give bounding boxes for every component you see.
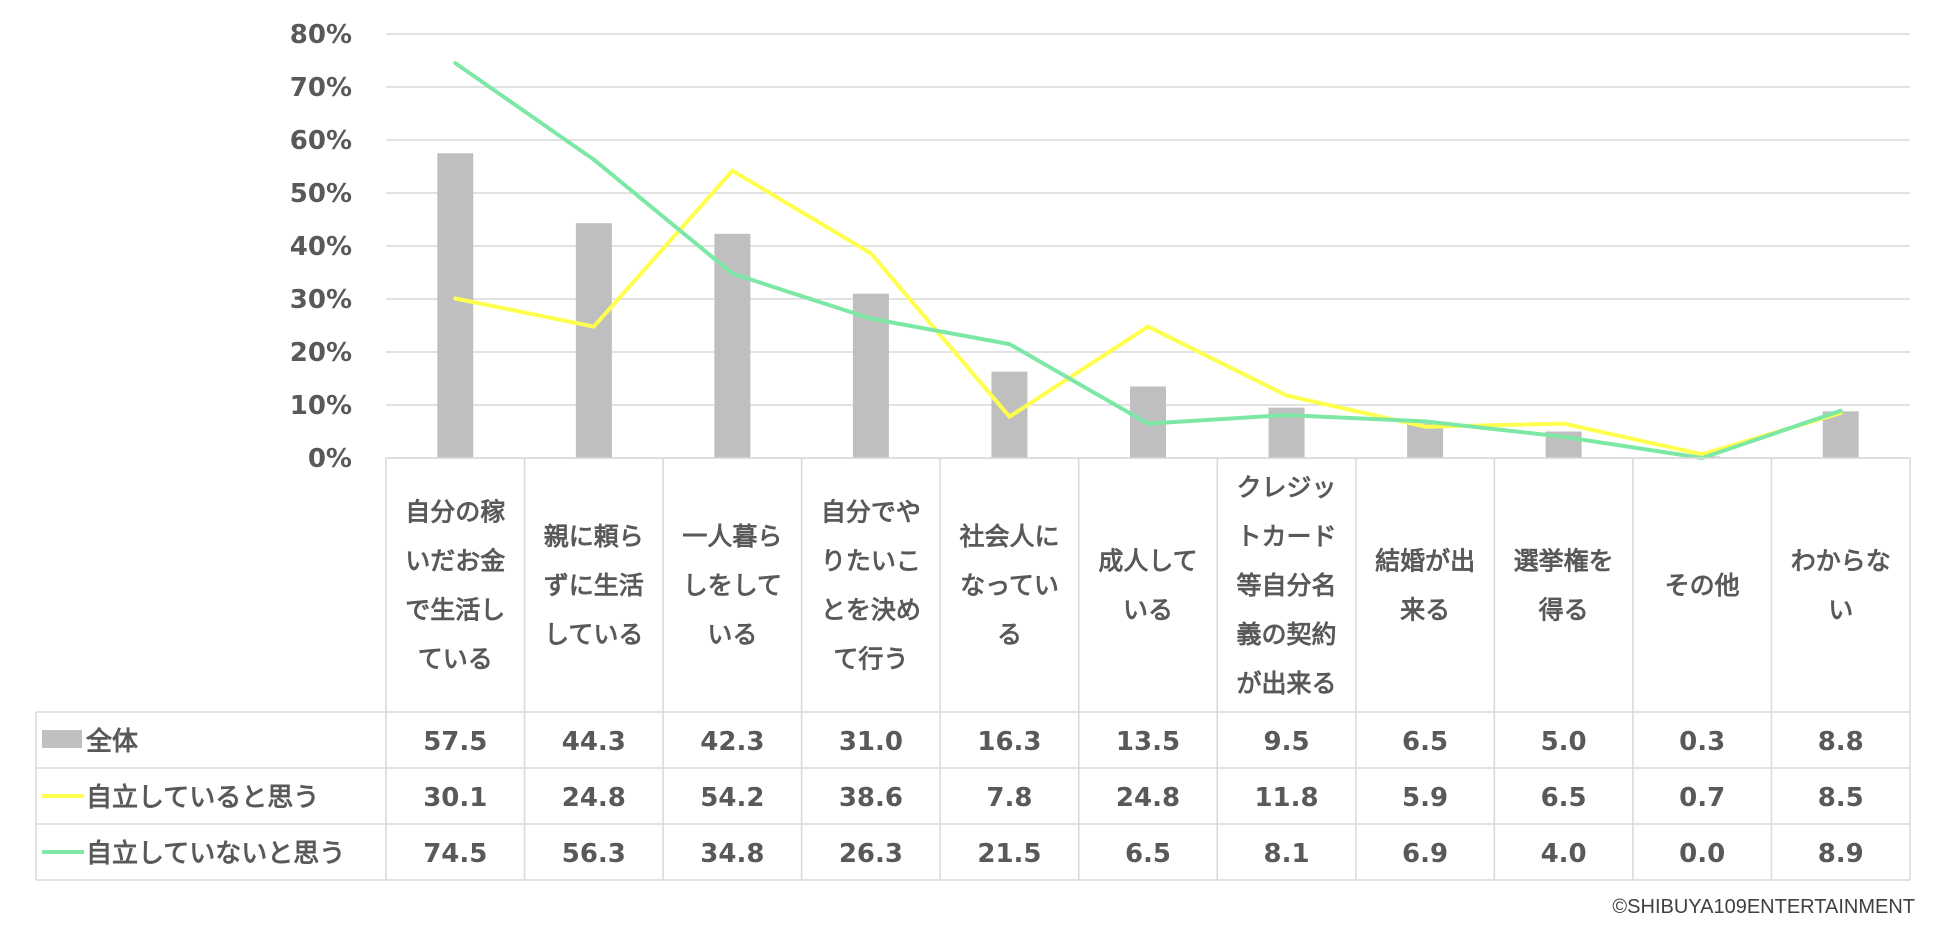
x-tick-label: その他 <box>1665 571 1740 600</box>
data-label: 21.5 <box>977 839 1041 869</box>
data-label: 57.5 <box>423 727 487 757</box>
data-label: 0.7 <box>1679 783 1725 813</box>
y-tick-label: 60% <box>290 126 352 156</box>
data-label: 9.5 <box>1264 727 1310 757</box>
copyright-text: ©SHIBUYA109ENTERTAINMENT <box>1612 896 1915 918</box>
data-label: 74.5 <box>423 839 487 869</box>
data-label: 34.8 <box>700 839 764 869</box>
data-label: 38.6 <box>839 783 903 813</box>
data-label: 6.5 <box>1402 727 1448 757</box>
data-label: 7.8 <box>986 783 1032 813</box>
bar <box>1822 411 1859 458</box>
data-label: 8.8 <box>1818 727 1864 757</box>
data-table: 自分の稼いだお金で生活している親に頼らずに生活している一人暮らしをしている自分で… <box>35 457 1911 881</box>
x-tick-label: 自分の稼いだお金で生活している <box>405 498 506 674</box>
legend-series-name: 自立していると思う <box>86 782 319 813</box>
data-label: 26.3 <box>839 839 903 869</box>
y-tick-label: 50% <box>290 179 352 209</box>
bar <box>714 233 751 458</box>
x-tick-label: 成人している <box>1098 547 1197 625</box>
data-label: 4.0 <box>1541 839 1587 869</box>
data-label: 6.5 <box>1541 783 1587 813</box>
bar <box>1407 423 1444 458</box>
data-label: 6.5 <box>1125 839 1171 869</box>
data-label: 5.0 <box>1541 727 1587 757</box>
x-tick-label: クレジットカード等自分名義の契約が出来る <box>1237 473 1337 698</box>
data-label: 56.3 <box>562 839 626 869</box>
data-label: 5.9 <box>1402 783 1448 813</box>
data-label: 8.5 <box>1818 783 1864 813</box>
x-tick-label: 社会人になっている <box>959 522 1059 649</box>
data-label: 0.0 <box>1679 839 1725 869</box>
data-label: 8.9 <box>1818 839 1864 869</box>
x-tick-label: 親に頼らずに生活している <box>544 522 644 649</box>
bar <box>575 223 612 458</box>
legend-key-bar <box>42 730 82 748</box>
legend-series-name: 全体 <box>85 726 139 757</box>
y-tick-label: 30% <box>290 285 352 315</box>
data-label: 8.1 <box>1264 839 1310 869</box>
y-tick-label: 80% <box>290 20 352 50</box>
data-label: 30.1 <box>423 783 487 813</box>
data-label: 6.9 <box>1402 839 1448 869</box>
data-label: 24.8 <box>562 783 626 813</box>
y-tick-label: 10% <box>290 391 352 421</box>
legend-series-name: 自立していないと思う <box>86 838 345 869</box>
x-tick-label: 自分でやりたいことを決めて行う <box>821 498 921 674</box>
data-label: 0.3 <box>1679 727 1725 757</box>
bar <box>437 153 474 458</box>
data-label: 31.0 <box>839 727 903 757</box>
data-label: 42.3 <box>700 727 764 757</box>
gridlines <box>386 33 1910 459</box>
series-line-1 <box>453 168 1843 457</box>
data-label: 16.3 <box>977 727 1041 757</box>
x-tick-label: わからない <box>1791 547 1891 625</box>
data-label: 44.3 <box>562 727 626 757</box>
data-label: 54.2 <box>700 783 764 813</box>
y-tick-label: 20% <box>290 338 352 368</box>
x-tick-label: 選挙権を得る <box>1514 547 1614 625</box>
data-label: 11.8 <box>1254 783 1318 813</box>
data-label: 13.5 <box>1116 727 1180 757</box>
y-tick-label: 40% <box>290 232 352 262</box>
x-tick-label: 結婚が出来る <box>1375 547 1475 625</box>
series-line-2 <box>453 61 1843 460</box>
y-tick-label: 0% <box>308 444 352 474</box>
y-tick-label: 70% <box>290 73 352 103</box>
x-tick-label: 一人暮らしをしている <box>682 522 782 649</box>
data-label: 24.8 <box>1116 783 1180 813</box>
